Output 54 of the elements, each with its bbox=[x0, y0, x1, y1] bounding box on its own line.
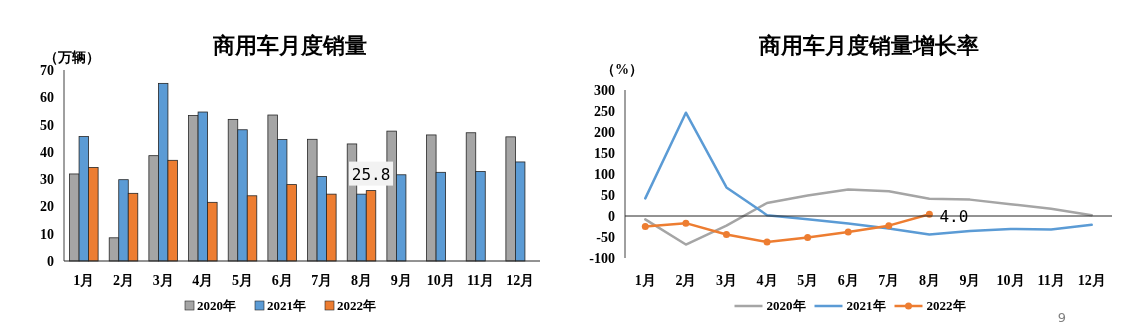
x-tick-label: 9月 bbox=[390, 273, 412, 288]
x-tick-label: 1月 bbox=[73, 273, 95, 288]
y-tick-label: 60 bbox=[40, 90, 54, 106]
x-tick-label: 5月 bbox=[797, 273, 819, 288]
legend-label: 2022年 bbox=[337, 298, 376, 313]
x-tick-label: 10月 bbox=[426, 273, 455, 288]
y-tick-label: 0 bbox=[47, 254, 54, 269]
x-tick-label: 11月 bbox=[1037, 273, 1065, 288]
data-label: 4.0 bbox=[939, 207, 969, 227]
x-tick-label: 2月 bbox=[113, 273, 134, 288]
x-tick-label: 8月 bbox=[351, 273, 372, 288]
x-tick-label: 12月 bbox=[506, 273, 535, 288]
legend-label: 2020年 bbox=[766, 298, 806, 313]
x-tick-label: 4月 bbox=[756, 273, 778, 288]
x-tick-label: 9月 bbox=[959, 273, 981, 288]
x-tick-label: 4月 bbox=[192, 273, 214, 288]
y-tick-label: 50 bbox=[601, 188, 615, 203]
x-tick-label: 11月 bbox=[466, 273, 495, 288]
y-axis-title: （万辆） bbox=[44, 50, 100, 65]
chart-title: 商用车月度销量增长率 bbox=[757, 33, 979, 58]
x-tick-label: 12月 bbox=[1077, 273, 1106, 288]
x-tick-label: 5月 bbox=[232, 273, 253, 288]
y-tick-label: 100 bbox=[594, 167, 615, 182]
y-tick-label: 20 bbox=[40, 199, 54, 215]
y-tick-label: 200 bbox=[594, 125, 615, 140]
x-tick-label: 7月 bbox=[311, 273, 333, 288]
x-tick-label: 3月 bbox=[715, 273, 737, 288]
text: 9 bbox=[1057, 310, 1067, 325]
legend-label: 2021年 bbox=[846, 298, 886, 313]
y-axis-title: （%） bbox=[601, 62, 643, 77]
x-tick-label: 1月 bbox=[634, 273, 656, 288]
y-tick-label: -50 bbox=[596, 230, 615, 245]
x-tick-label: 8月 bbox=[918, 273, 940, 288]
chart-title: 商用车月度销量 bbox=[212, 33, 367, 58]
y-tick-label: 300 bbox=[594, 83, 615, 98]
y-tick-label: 250 bbox=[594, 104, 615, 119]
data-label: 25.8 bbox=[351, 164, 391, 184]
x-tick-label: 6月 bbox=[837, 273, 859, 288]
legend-label: 2020年 bbox=[197, 298, 236, 313]
x-tick-label: 3月 bbox=[152, 273, 174, 288]
legend-label: 2022年 bbox=[926, 298, 966, 313]
x-tick-label: 7月 bbox=[878, 273, 900, 288]
y-tick-label: -100 bbox=[589, 251, 615, 266]
legend-label: 2021年 bbox=[267, 298, 306, 313]
y-tick-label: 40 bbox=[40, 144, 54, 160]
y-tick-label: 30 bbox=[40, 172, 54, 188]
y-tick-label: 150 bbox=[594, 146, 615, 161]
x-tick-label: 2月 bbox=[675, 273, 697, 288]
y-tick-label: 10 bbox=[40, 226, 54, 242]
x-tick-label: 10月 bbox=[996, 273, 1025, 288]
y-tick-label: 70 bbox=[40, 63, 54, 78]
x-tick-label: 6月 bbox=[271, 273, 293, 288]
y-tick-label: 0 bbox=[608, 209, 615, 224]
y-tick-label: 50 bbox=[40, 117, 54, 133]
